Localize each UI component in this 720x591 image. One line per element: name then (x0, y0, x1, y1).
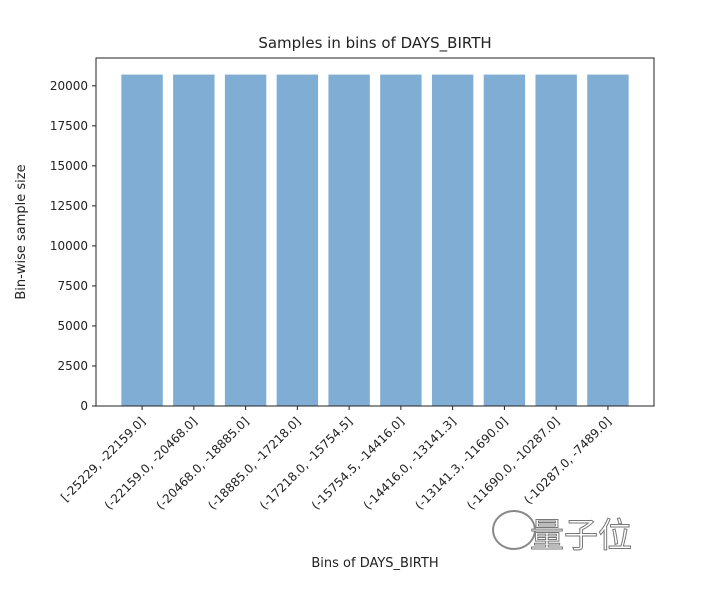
y-tick-label: 10000 (50, 239, 88, 253)
plot-frame (95, 57, 655, 407)
bar (535, 74, 577, 407)
bar (431, 74, 474, 407)
x-tick-label: [-25229, -22159.0] (58, 414, 148, 504)
y-tick-label: 5000 (57, 319, 88, 333)
bar (121, 74, 163, 407)
x-tick-label: (-10287.0, -7489.0] (521, 414, 614, 507)
y-tick-label: 7500 (57, 279, 88, 293)
y-axis-label: Bin-wise sample size (14, 164, 29, 299)
x-tick-label: (-14416.0, -13141.3] (361, 414, 459, 512)
bar (224, 74, 267, 407)
x-tick-label: (-20468.0, -18885.0] (153, 414, 251, 512)
x-tick-label: (-22159.0, -20468.0] (102, 414, 200, 512)
y-tick-label: 15000 (50, 159, 88, 173)
bar (483, 74, 526, 407)
x-tick-label: (-15754.5, -14416.0] (309, 414, 407, 512)
x-tick-label: (-18885.0, -17218.0] (205, 414, 303, 512)
y-tick-label: 0 (80, 399, 88, 413)
chart-title: Samples in bins of DAYS_BIRTH (258, 34, 491, 53)
bar (276, 74, 319, 407)
bar (328, 74, 370, 407)
watermark: 量子位 (530, 516, 633, 557)
x-axis-label: Bins of DAYS_BIRTH (311, 556, 438, 571)
bar (380, 74, 422, 407)
x-tick-label: (-17218.0, -15754.5] (257, 414, 355, 512)
wechat-logo-icon (492, 510, 536, 550)
y-tick-label: 2500 (57, 359, 88, 373)
x-tick-label: (-11690.0, -10287.0] (464, 414, 562, 512)
x-tick-label: (-13141.3, -11690.0] (412, 414, 510, 512)
y-tick-label: 20000 (50, 79, 88, 93)
y-tick-label: 12500 (50, 199, 88, 213)
bar (587, 74, 629, 407)
bar (173, 74, 215, 407)
y-tick-label: 17500 (50, 119, 88, 133)
